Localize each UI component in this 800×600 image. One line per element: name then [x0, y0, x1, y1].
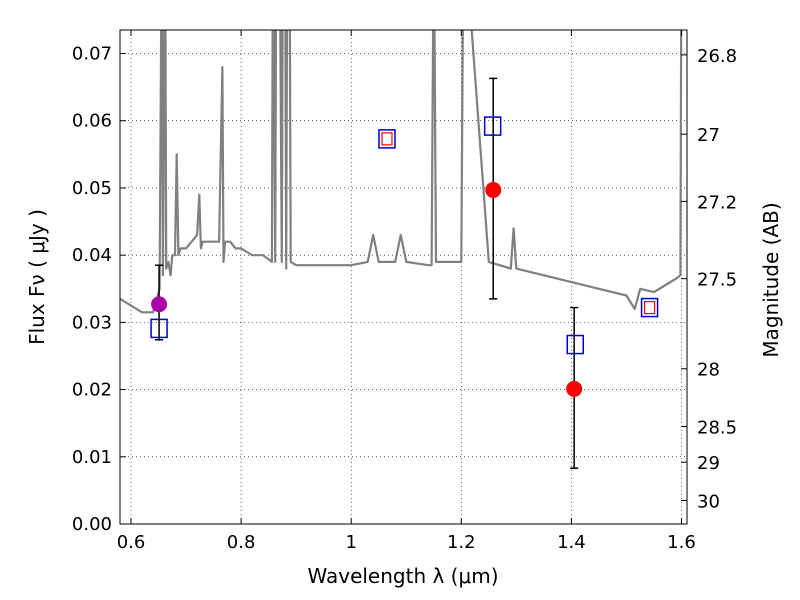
observed-flux-point: [566, 380, 583, 397]
x-tick-label: 0.6: [117, 532, 146, 553]
right-tick-label: 27.5: [697, 270, 737, 291]
right-tick-label: 28: [697, 360, 720, 381]
y-axis-label: Flux Fν ( μJy ): [25, 209, 49, 345]
synthetic-flux-square: [566, 334, 585, 355]
synthetic-flux-inner-square: [643, 300, 656, 315]
right-tick-label: 29: [697, 453, 720, 474]
right-tick-label: 28.5: [697, 418, 737, 439]
right-tick-label: 30: [697, 491, 720, 512]
synthetic-flux-square: [150, 318, 168, 339]
x-tick-label: 1.6: [667, 532, 696, 553]
observed-flux-point: [485, 181, 502, 198]
synthetic-flux-square: [483, 116, 502, 136]
y-tick-label: 0.06: [72, 111, 112, 132]
x-tick-label: 0.8: [227, 532, 256, 553]
synthetic-flux-inner-square: [381, 132, 393, 146]
y-tick-label: 0.02: [72, 380, 112, 401]
y-tick-label: 0.07: [72, 44, 112, 65]
axis-ticks: 0.6 0.8 1 1.2 1.4 1.6 0.00 0.01 0.02 0.03 0.04 0.05…: [72, 30, 737, 553]
y-tick-label: 0.00: [72, 514, 112, 535]
x-tick-label: 1: [345, 532, 356, 553]
synthetic-flux-square: [378, 129, 396, 149]
right-tick-label: 27.2: [697, 192, 737, 213]
model-spectrum-layer: [120, 30, 683, 314]
x-tick-label: 1.2: [447, 532, 476, 553]
plot-frame: [119, 29, 688, 525]
model-spectrum-line: [120, 30, 683, 314]
y-tick-label: 0.01: [72, 447, 112, 468]
right-tick-label: 26.8: [697, 46, 737, 67]
y-tick-label: 0.03: [72, 312, 112, 333]
data-markers: [150, 77, 659, 469]
y-tick-label: 0.04: [72, 245, 112, 266]
synthetic-flux-square: [640, 297, 659, 318]
x-tick-label: 1.4: [557, 532, 586, 553]
grid-lines: [120, 30, 687, 525]
y-tick-label: 0.05: [72, 178, 112, 199]
right-tick-label: 27: [697, 125, 720, 146]
observed-flux-point: [151, 296, 168, 313]
x-axis-label: Wavelength λ (μm): [307, 564, 498, 588]
right-axis-label: Magnitude (AB): [759, 202, 783, 357]
